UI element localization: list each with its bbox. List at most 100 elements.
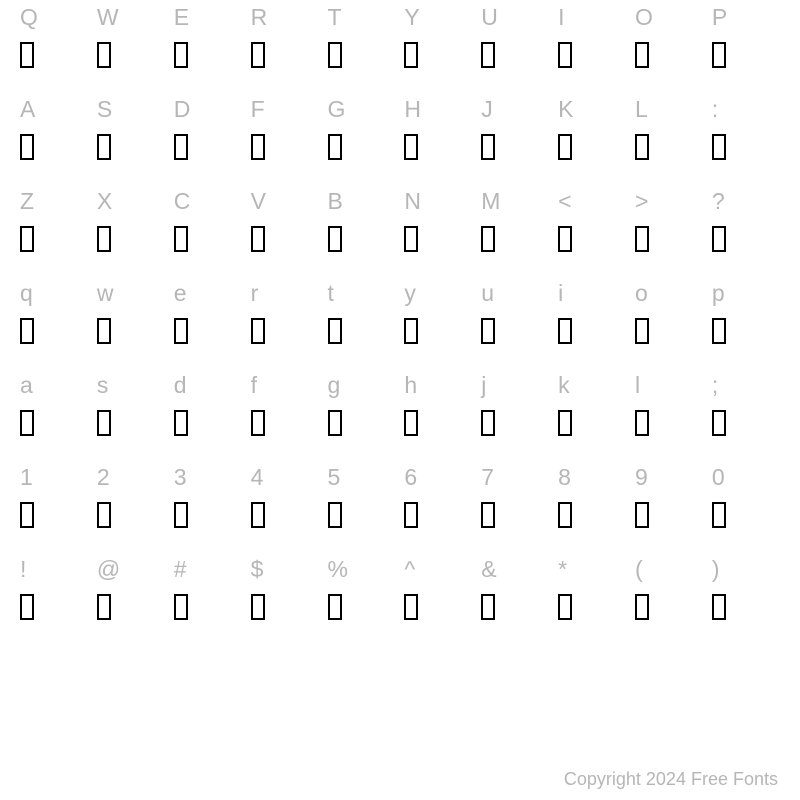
glyph-box xyxy=(712,594,726,620)
char-label: 7 xyxy=(481,464,494,492)
char-cell: e xyxy=(170,280,246,372)
char-label: N xyxy=(404,188,421,216)
glyph-box xyxy=(481,594,495,620)
char-cell: V xyxy=(247,188,323,280)
glyph-box xyxy=(174,318,188,344)
char-label: X xyxy=(97,188,112,216)
char-label: % xyxy=(328,556,348,584)
char-cell: o xyxy=(631,280,707,372)
glyph-box xyxy=(97,318,111,344)
char-label: ^ xyxy=(404,556,415,584)
char-cell: h xyxy=(400,372,476,464)
char-label: t xyxy=(328,280,334,308)
char-cell: : xyxy=(708,96,784,188)
glyph-box xyxy=(558,502,572,528)
char-cell: W xyxy=(93,4,169,96)
glyph-box xyxy=(174,502,188,528)
char-cell: T xyxy=(324,4,400,96)
char-label: d xyxy=(174,372,187,400)
char-cell: p xyxy=(708,280,784,372)
char-label: p xyxy=(712,280,725,308)
glyph-box xyxy=(97,410,111,436)
char-label: i xyxy=(558,280,563,308)
char-label: 9 xyxy=(635,464,648,492)
glyph-box xyxy=(712,410,726,436)
char-cell: 6 xyxy=(400,464,476,556)
glyph-box xyxy=(635,318,649,344)
char-label: 4 xyxy=(251,464,264,492)
char-label: Z xyxy=(20,188,34,216)
glyph-box xyxy=(97,502,111,528)
char-cell: 1 xyxy=(16,464,92,556)
glyph-box xyxy=(635,594,649,620)
char-label: I xyxy=(558,4,564,32)
char-cell: I xyxy=(554,4,630,96)
char-label: : xyxy=(712,96,718,124)
char-cell: 8 xyxy=(554,464,630,556)
glyph-box xyxy=(558,42,572,68)
char-label: R xyxy=(251,4,268,32)
char-cell: k xyxy=(554,372,630,464)
char-cell: 7 xyxy=(477,464,553,556)
glyph-box xyxy=(251,502,265,528)
char-label: O xyxy=(635,4,653,32)
glyph-box xyxy=(20,226,34,252)
char-label: P xyxy=(712,4,727,32)
char-cell: 2 xyxy=(93,464,169,556)
char-cell: C xyxy=(170,188,246,280)
glyph-box xyxy=(328,594,342,620)
glyph-box xyxy=(174,134,188,160)
char-label: U xyxy=(481,4,498,32)
char-label: a xyxy=(20,372,33,400)
glyph-box xyxy=(404,502,418,528)
char-cell: J xyxy=(477,96,553,188)
glyph-box xyxy=(404,42,418,68)
glyph-box xyxy=(635,42,649,68)
glyph-box xyxy=(251,410,265,436)
char-cell: N xyxy=(400,188,476,280)
glyph-box xyxy=(97,594,111,620)
glyph-box xyxy=(404,410,418,436)
glyph-box xyxy=(558,226,572,252)
glyph-box xyxy=(328,410,342,436)
char-label: V xyxy=(251,188,266,216)
char-label: l xyxy=(635,372,640,400)
glyph-box xyxy=(635,226,649,252)
char-row: ! @ # $ % ^ & * ( ) xyxy=(16,556,784,648)
char-cell: D xyxy=(170,96,246,188)
glyph-box xyxy=(712,502,726,528)
glyph-box xyxy=(20,318,34,344)
glyph-box xyxy=(251,226,265,252)
glyph-box xyxy=(712,42,726,68)
glyph-box xyxy=(97,226,111,252)
char-cell: % xyxy=(324,556,400,648)
char-cell: Y xyxy=(400,4,476,96)
char-row: Z X C V B N M < > ? xyxy=(16,188,784,280)
char-label: 0 xyxy=(712,464,725,492)
char-label: K xyxy=(558,96,573,124)
glyph-box xyxy=(251,134,265,160)
glyph-box xyxy=(558,594,572,620)
char-cell: U xyxy=(477,4,553,96)
glyph-box xyxy=(97,134,111,160)
char-cell: G xyxy=(324,96,400,188)
char-label: o xyxy=(635,280,648,308)
char-label: S xyxy=(97,96,112,124)
char-label: h xyxy=(404,372,417,400)
char-label: 5 xyxy=(328,464,341,492)
glyph-box xyxy=(481,502,495,528)
glyph-box xyxy=(635,410,649,436)
char-cell: S xyxy=(93,96,169,188)
glyph-box xyxy=(404,226,418,252)
char-label: A xyxy=(20,96,35,124)
glyph-box xyxy=(635,134,649,160)
char-label: T xyxy=(328,4,342,32)
char-cell: O xyxy=(631,4,707,96)
char-cell: 9 xyxy=(631,464,707,556)
glyph-box xyxy=(328,134,342,160)
char-label: G xyxy=(328,96,346,124)
char-cell: s xyxy=(93,372,169,464)
char-label: ? xyxy=(712,188,725,216)
char-label: H xyxy=(404,96,421,124)
char-cell: 5 xyxy=(324,464,400,556)
